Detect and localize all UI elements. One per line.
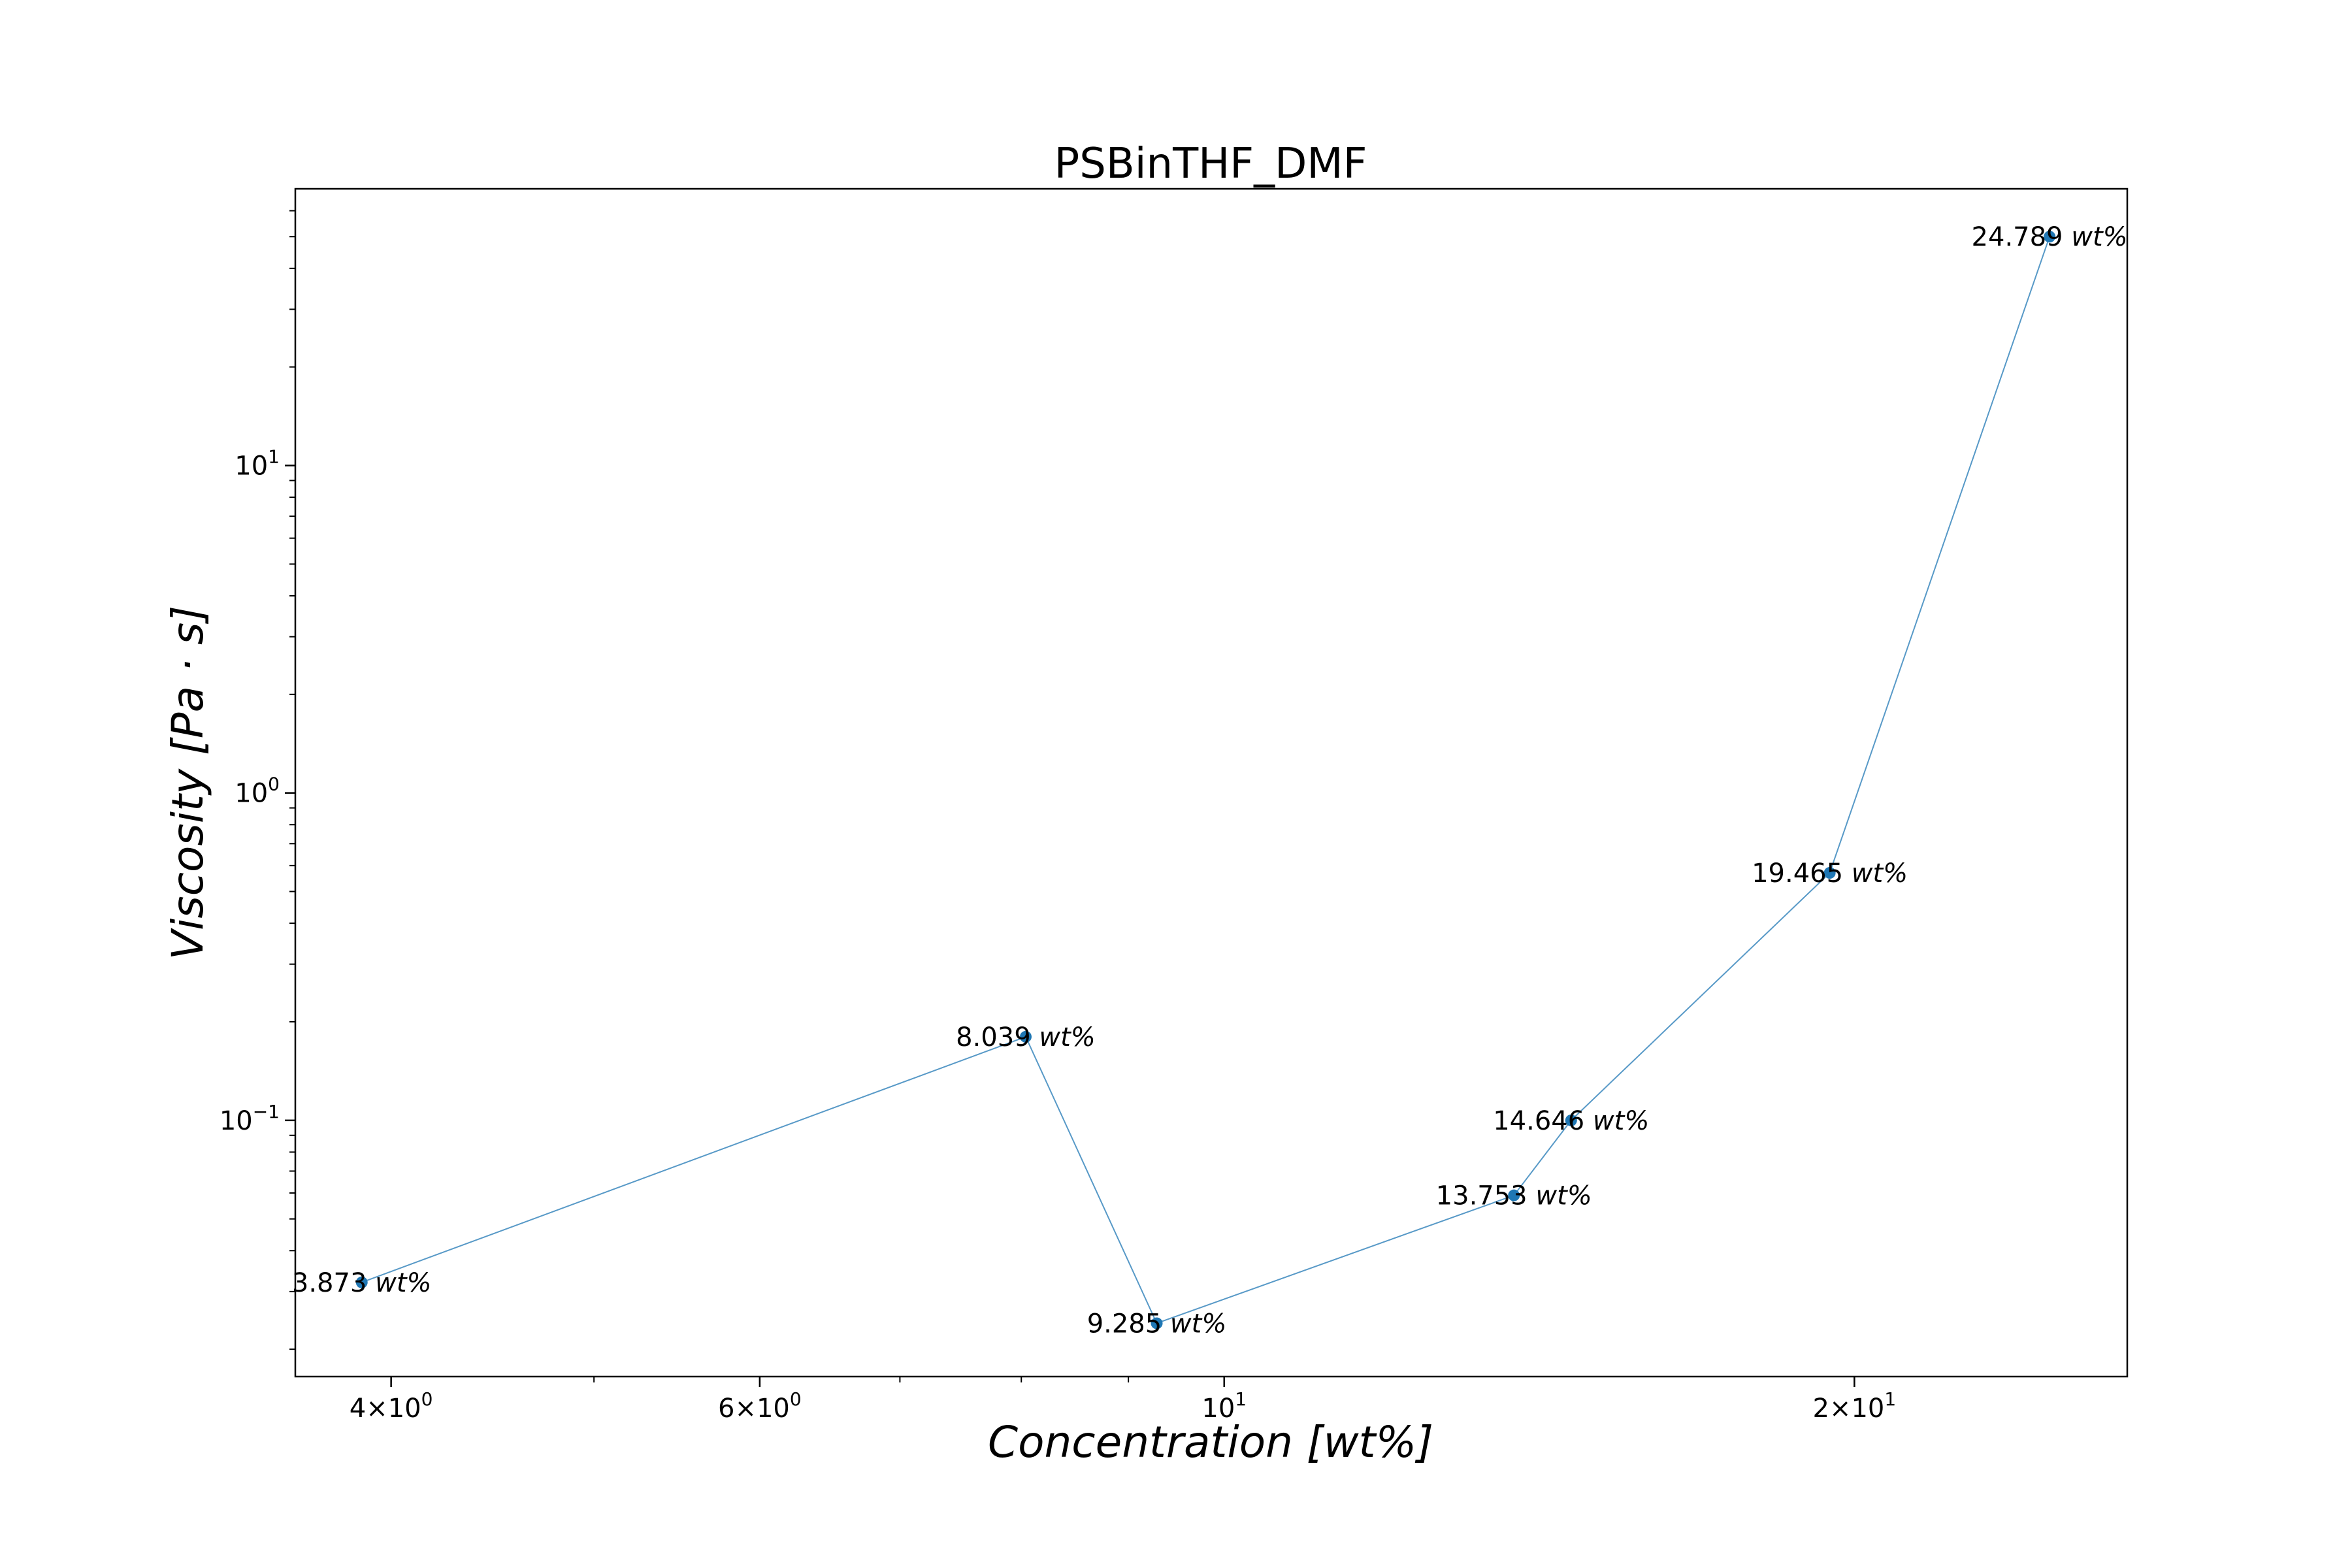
data-label: 14.646 wt% — [1493, 1106, 1649, 1136]
data-point — [1508, 1189, 1520, 1201]
chart-title: PSBinTHF_DMF — [1054, 140, 1367, 188]
minor-ticks — [289, 210, 1855, 1382]
y-tick-label: 101 — [235, 446, 280, 482]
x-tick-label: 101 — [1201, 1388, 1247, 1424]
data-label: 24.789 wt% — [1972, 222, 2128, 252]
x-tick-label: 6×100 — [718, 1388, 802, 1424]
series-line — [361, 236, 2051, 1324]
data-label: 3.873 wt% — [292, 1268, 432, 1298]
data-point — [2044, 231, 2056, 243]
data-label: 8.039 wt% — [956, 1022, 1096, 1053]
x-tick-label: 2×101 — [1813, 1388, 1897, 1424]
y-axis-ticks: 10−1 100 101 — [220, 446, 295, 1136]
plot-area-frame — [294, 188, 2129, 1378]
data-point — [1823, 867, 1836, 879]
y-tick-label: 10−1 — [220, 1101, 280, 1136]
data-label: 9.285 wt% — [1087, 1309, 1227, 1339]
data-labels: 3.873 wt% 8.039 wt% 9.285 wt% 13.753 wt% 14.… — [292, 222, 2128, 1339]
x-tick-label: 4×100 — [350, 1388, 433, 1424]
data-points — [355, 231, 2056, 1330]
x-axis-label: Concentration [wt%] — [988, 1417, 1433, 1467]
data-label: 19.465 wt% — [1752, 858, 1908, 889]
data-label: 13.753 wt% — [1436, 1181, 1592, 1211]
data-point — [1151, 1317, 1163, 1330]
data-point — [1565, 1114, 1577, 1126]
data-point — [1019, 1030, 1032, 1043]
y-tick-label: 100 — [235, 774, 280, 809]
data-point — [355, 1276, 368, 1288]
x-axis-ticks: 4×100 6×100 101 2×101 — [350, 1377, 1896, 1424]
y-axis-label: Viscosity [Pa · s] — [163, 606, 213, 960]
